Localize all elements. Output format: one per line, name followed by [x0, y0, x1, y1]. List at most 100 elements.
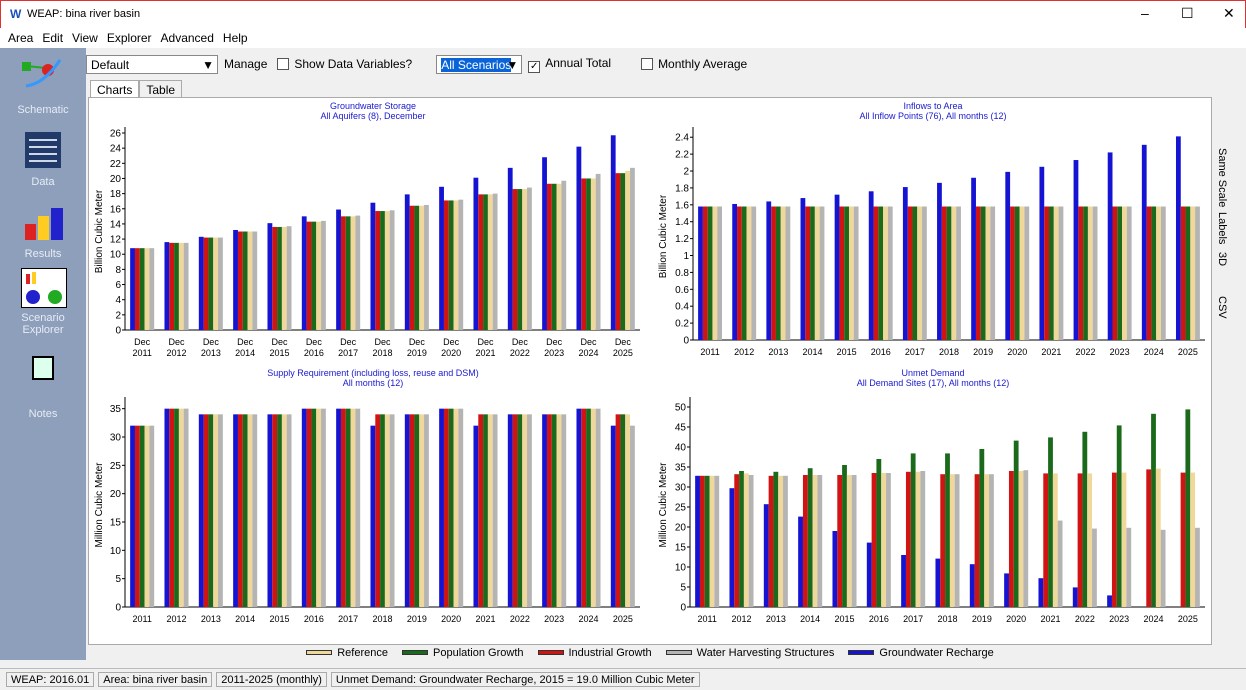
checkbox-label: Monthly Average: [658, 57, 748, 71]
x-tick-label: 2015: [834, 614, 855, 624]
x-tick-label: 2021: [475, 614, 496, 624]
sidebar-item[interactable]: Schematic: [17, 104, 69, 116]
sidebar-item[interactable]: Notes: [28, 408, 58, 420]
minimize[interactable]: –: [1141, 5, 1149, 21]
x-tick-label: 2015: [836, 347, 857, 357]
x-tick-label: 2019: [406, 614, 427, 624]
favorite-select[interactable]: Default ▼: [86, 54, 218, 74]
scenario-value: All Scenarios: [441, 57, 512, 72]
legend-item: Water Harvesting Structures: [665, 646, 835, 659]
right-tool[interactable]: Labels: [1216, 212, 1228, 245]
x-tick-label: 2011: [700, 347, 720, 357]
legend-swatch: [665, 650, 692, 655]
x-tick-label: 2013: [200, 614, 221, 624]
x-tick-label: 2016: [868, 614, 889, 624]
x-tick-label: 2020: [1007, 347, 1028, 357]
x-tick-label: Dec 2021: [475, 337, 496, 358]
menu-item[interactable]: Help: [222, 31, 248, 45]
x-tick-label: 2018: [372, 614, 393, 624]
menu-item[interactable]: Area: [8, 31, 34, 45]
x-tick-label: 2023: [544, 614, 565, 624]
x-tick-label: 2012: [166, 614, 187, 624]
legend-swatch: [306, 650, 333, 655]
x-tick-label: Dec 2024: [578, 337, 599, 358]
x-tick-label: Dec 2022: [509, 337, 530, 358]
results-icon: [25, 208, 63, 240]
x-tick-label: 2016: [870, 347, 891, 357]
status-field: Area: bina river basin: [98, 672, 213, 687]
favorite-value: Default: [91, 57, 130, 72]
x-tick-label: 2025: [612, 614, 633, 624]
legend-label: Water Harvesting Structures: [696, 646, 835, 659]
status-field: WEAP: 2016.01: [6, 672, 95, 687]
x-tick-label: 2013: [768, 347, 789, 357]
x-tick-label: 2015: [269, 614, 290, 624]
x-tick-label: 2012: [734, 347, 755, 357]
legend-label: Reference: [337, 646, 388, 659]
manage-button[interactable]: Manage: [224, 57, 268, 71]
maximize[interactable]: ☐: [1181, 5, 1194, 21]
legend: Reference Population Growth Industrial Gro…: [88, 645, 1212, 660]
sidebar: Schematic Data Results Scenario Explorer…: [0, 48, 86, 660]
x-tick-label: 2018: [938, 347, 960, 357]
x-tick-label: 2021: [1040, 614, 1061, 624]
x-tick-label: 2024: [1143, 614, 1164, 624]
legend-item: Population Growth: [402, 647, 524, 659]
notes-icon: [32, 356, 54, 380]
x-tick-label: 2014: [802, 347, 823, 357]
right-tool[interactable]: Same Scale: [1216, 148, 1228, 208]
x-tick-label: Dec 2016: [303, 337, 324, 358]
status-field: 2011-2025 (monthly): [216, 672, 327, 687]
explorer-icon: [21, 268, 67, 308]
legend-swatch: [848, 650, 875, 655]
menu-item[interactable]: View: [72, 31, 98, 45]
x-tick-label: 2023: [1109, 614, 1130, 624]
legend-item: Groundwater Recharge: [848, 646, 994, 659]
legend-item: Reference: [306, 647, 388, 659]
x-tick-label: 2019: [973, 347, 994, 357]
toolbar: Default ▼ Manage Show Data Variables? All…: [86, 52, 747, 76]
tab[interactable]: Table: [139, 80, 183, 99]
sidebar-item[interactable]: Data: [31, 176, 55, 188]
x-tick-label: Dec 2012: [166, 337, 187, 358]
legend-swatch: [402, 650, 428, 655]
menu-item[interactable]: Explorer: [106, 31, 152, 45]
annual-total-checkbox[interactable]: ✓ Annual Total: [528, 55, 612, 73]
monthly-average-checkbox[interactable]: Monthly Average: [641, 57, 747, 71]
tab[interactable]: Charts: [90, 80, 140, 99]
status-bar: WEAP: 2016.01 Area: bina river basin 2011-…: [0, 668, 1246, 690]
x-tick-label: 2022: [1075, 347, 1096, 357]
x-tick-label: 2024: [1143, 347, 1164, 357]
x-tick-label: 2020: [441, 614, 462, 624]
menu-item[interactable]: Advanced: [160, 31, 214, 45]
x-tick-label: 2012: [731, 614, 752, 624]
legend-label: Groundwater Recharge: [879, 646, 994, 659]
x-tick-label: 2014: [235, 614, 256, 624]
sidebar-item[interactable]: Results: [24, 248, 62, 260]
schematic-icon: [22, 59, 62, 88]
show-data-checkbox[interactable]: Show Data Variables?: [277, 57, 412, 71]
x-tick-label: Dec 2020: [441, 337, 462, 358]
close[interactable]: ✕: [1223, 5, 1235, 21]
x-tick-label: 2019: [971, 614, 992, 624]
x-tick-label: 2023: [1109, 347, 1130, 357]
x-tick-label: 2018: [937, 614, 958, 624]
menu-item[interactable]: Edit: [42, 31, 64, 45]
x-tick-label: Dec 2018: [372, 337, 393, 358]
tab-strip: Charts Table: [90, 80, 183, 99]
x-tick-label: 2014: [800, 614, 821, 624]
scenario-select[interactable]: All Scenarios ▼: [436, 54, 523, 74]
right-tool[interactable]: CSV: [1216, 296, 1228, 319]
right-tool[interactable]: 3D: [1216, 252, 1228, 267]
x-tick-label: 2017: [903, 614, 924, 624]
checkbox-label: Show Data Variables?: [294, 57, 413, 71]
legend-label: Industrial Growth: [568, 646, 652, 659]
chart-panel: [88, 97, 1212, 645]
x-tick-label: 2017: [904, 347, 925, 357]
x-tick-label: 2016: [303, 614, 324, 624]
title-bar: W WEAP: bina river basin – ☐ ✕: [0, 0, 1246, 28]
window-title: WEAP: bina river basin: [27, 8, 141, 20]
x-tick-label: Dec 2025: [612, 337, 633, 358]
sidebar-item[interactable]: Scenario Explorer: [21, 312, 65, 336]
